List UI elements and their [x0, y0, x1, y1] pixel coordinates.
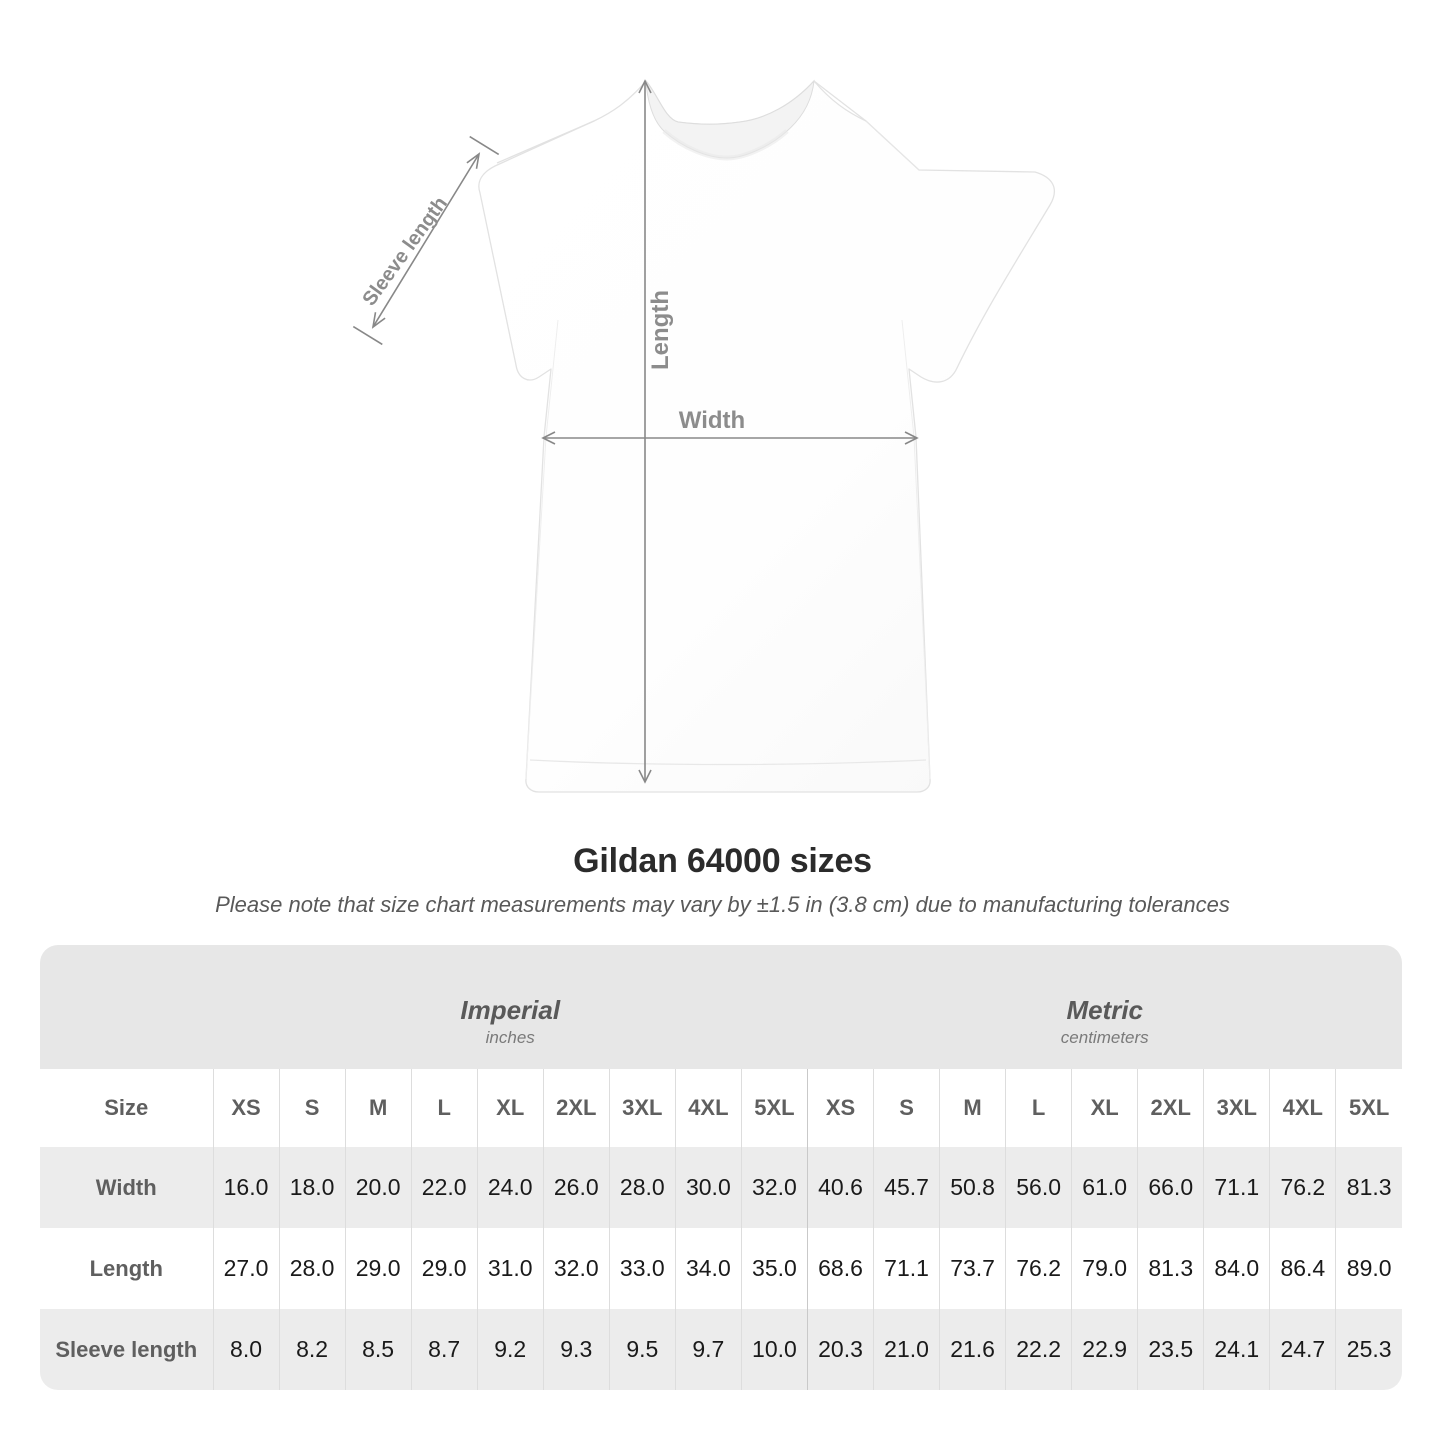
svg-text:Width: Width — [679, 407, 745, 434]
svg-text:Sleeve length: Sleeve length — [358, 193, 452, 310]
svg-text:Length: Length — [647, 290, 674, 370]
